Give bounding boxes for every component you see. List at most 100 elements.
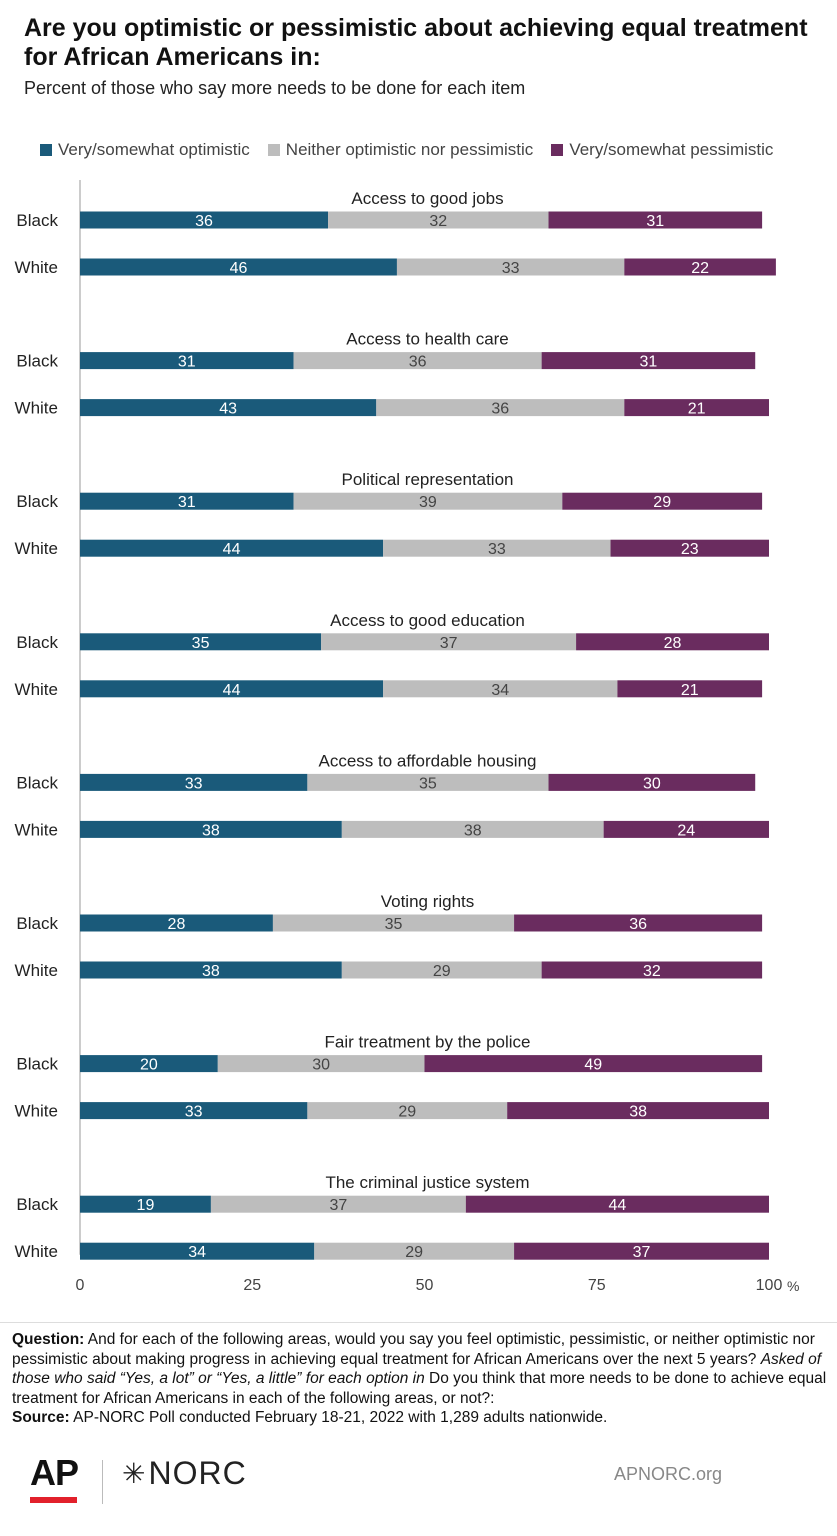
bar-segment bbox=[80, 820, 342, 838]
bar-value-label: 38 bbox=[464, 822, 482, 839]
bar-segment bbox=[514, 914, 763, 932]
bar-value-label: 21 bbox=[681, 682, 699, 699]
bar-segment bbox=[541, 961, 763, 979]
row-label: Black bbox=[16, 914, 58, 933]
bar-value-label: 34 bbox=[188, 1244, 206, 1261]
group-label: Access to good jobs bbox=[351, 189, 503, 208]
bar-value-label: 20 bbox=[140, 1057, 158, 1074]
bar-segment bbox=[80, 399, 377, 417]
bar-value-label: 44 bbox=[223, 541, 241, 558]
row-label: White bbox=[15, 539, 58, 558]
source-label: Source: bbox=[12, 1409, 70, 1426]
bar-value-label: 30 bbox=[312, 1057, 330, 1074]
bar-segment bbox=[541, 352, 756, 370]
legend-swatch-neither bbox=[267, 144, 280, 156]
legend-label-pessimistic: Very/somewhat pessimistic bbox=[569, 140, 774, 159]
bar-segment bbox=[383, 539, 611, 557]
group-label: Access to affordable housing bbox=[319, 751, 537, 770]
bar-segment bbox=[80, 633, 322, 651]
row-label: White bbox=[15, 820, 58, 839]
bar-segment bbox=[548, 773, 756, 791]
bar-segment bbox=[80, 492, 294, 510]
bar-value-label: 30 bbox=[643, 775, 661, 792]
question-label: Question: bbox=[12, 1331, 85, 1348]
bar-value-label: 37 bbox=[440, 635, 458, 652]
row-label: Black bbox=[16, 773, 58, 792]
row-label: White bbox=[15, 1242, 58, 1261]
bar-segment bbox=[321, 633, 577, 651]
bar-value-label: 43 bbox=[219, 401, 237, 418]
bar-segment bbox=[80, 680, 384, 698]
bar-segment bbox=[80, 1055, 218, 1073]
bar-segment bbox=[424, 1055, 763, 1073]
ap-logo: AP bbox=[30, 1452, 79, 1493]
bar-segment bbox=[617, 680, 763, 698]
chart-notes: Question: And for each of the following … bbox=[12, 1330, 827, 1428]
norc-logo-text: NORC bbox=[148, 1455, 247, 1491]
source-text: AP-NORC Poll conducted February 18-21, 2… bbox=[69, 1409, 608, 1426]
bar-segment bbox=[376, 399, 625, 417]
x-tick-label: 25 bbox=[243, 1277, 261, 1294]
legend-swatch-optimistic bbox=[40, 144, 52, 156]
bar-segment bbox=[576, 633, 769, 651]
bar-value-label: 29 bbox=[398, 1104, 416, 1121]
bar-segment bbox=[341, 820, 604, 838]
bar-value-label: 21 bbox=[688, 401, 706, 418]
bar-segment bbox=[383, 680, 618, 698]
group-label: Voting rights bbox=[381, 892, 475, 911]
bar-value-label: 44 bbox=[609, 1197, 627, 1214]
question-italic: Asked of those who said “Yes, a lot” or … bbox=[12, 1350, 821, 1388]
bar-value-label: 35 bbox=[419, 775, 437, 792]
bar-value-label: 19 bbox=[137, 1197, 155, 1214]
site-link[interactable]: APNORC.org bbox=[614, 1464, 723, 1484]
x-tick-label: 50 bbox=[416, 1277, 434, 1294]
bar-value-label: 31 bbox=[646, 213, 664, 230]
bar-segment bbox=[307, 773, 549, 791]
bar-segment bbox=[603, 820, 769, 838]
bar-segment bbox=[80, 961, 342, 979]
bar-segment bbox=[514, 1242, 769, 1260]
row-label: White bbox=[15, 961, 58, 980]
bar-value-label: 28 bbox=[664, 635, 682, 652]
bar-value-label: 36 bbox=[629, 916, 647, 933]
bar-segment bbox=[610, 539, 769, 557]
bar-segment bbox=[80, 211, 329, 229]
bar-segment bbox=[465, 1195, 769, 1213]
bar-value-label: 36 bbox=[491, 401, 509, 418]
bar-segment bbox=[307, 1102, 508, 1120]
bar-value-label: 46 bbox=[230, 260, 248, 277]
chart-title: Are you optimistic or pessimistic about … bbox=[24, 14, 808, 71]
bar-value-label: 32 bbox=[429, 213, 447, 230]
bar-value-label: 32 bbox=[643, 963, 661, 980]
ap-logo-bar bbox=[30, 1497, 77, 1503]
bar-segment bbox=[314, 1242, 515, 1260]
bar-value-label: 49 bbox=[584, 1057, 602, 1074]
group-label: Access to health care bbox=[346, 330, 509, 349]
bar-segment bbox=[80, 1242, 315, 1260]
bar-value-label: 22 bbox=[691, 260, 709, 277]
row-label: Black bbox=[16, 352, 58, 371]
bar-segment bbox=[624, 399, 769, 417]
legend-label-neither: Neither optimistic nor pessimistic bbox=[285, 140, 534, 159]
bar-segment bbox=[341, 961, 542, 979]
group-label: Fair treatment by the police bbox=[325, 1033, 531, 1052]
legend-item-optimistic: Very/somewhat optimistic bbox=[40, 140, 250, 160]
notes-divider bbox=[0, 1322, 837, 1323]
bar-value-label: 31 bbox=[178, 494, 196, 511]
bar-value-label: 28 bbox=[168, 916, 186, 933]
bar-value-label: 39 bbox=[419, 494, 437, 511]
chart-subtitle: Percent of those who say more needs to b… bbox=[24, 78, 526, 98]
bar-value-label: 36 bbox=[409, 354, 427, 371]
bar-value-label: 29 bbox=[433, 963, 451, 980]
bar-value-label: 37 bbox=[329, 1197, 347, 1214]
group-label: The criminal justice system bbox=[325, 1173, 529, 1192]
bar-segment bbox=[328, 211, 549, 229]
bar-segment bbox=[80, 773, 308, 791]
bar-segment bbox=[80, 352, 294, 370]
bar-value-label: 33 bbox=[185, 775, 203, 792]
row-label: White bbox=[15, 399, 58, 418]
bar-value-label: 36 bbox=[195, 213, 213, 230]
bar-value-label: 29 bbox=[653, 494, 671, 511]
bar-value-label: 31 bbox=[640, 354, 658, 371]
row-label: White bbox=[15, 680, 58, 699]
